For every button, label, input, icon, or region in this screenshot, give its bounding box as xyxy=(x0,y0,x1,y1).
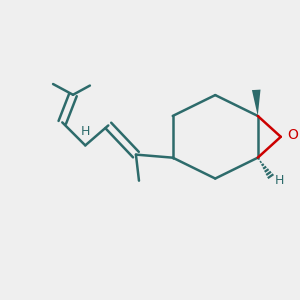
Text: H: H xyxy=(81,125,91,138)
Text: O: O xyxy=(287,128,298,142)
Polygon shape xyxy=(252,90,260,116)
Text: H: H xyxy=(274,174,284,187)
